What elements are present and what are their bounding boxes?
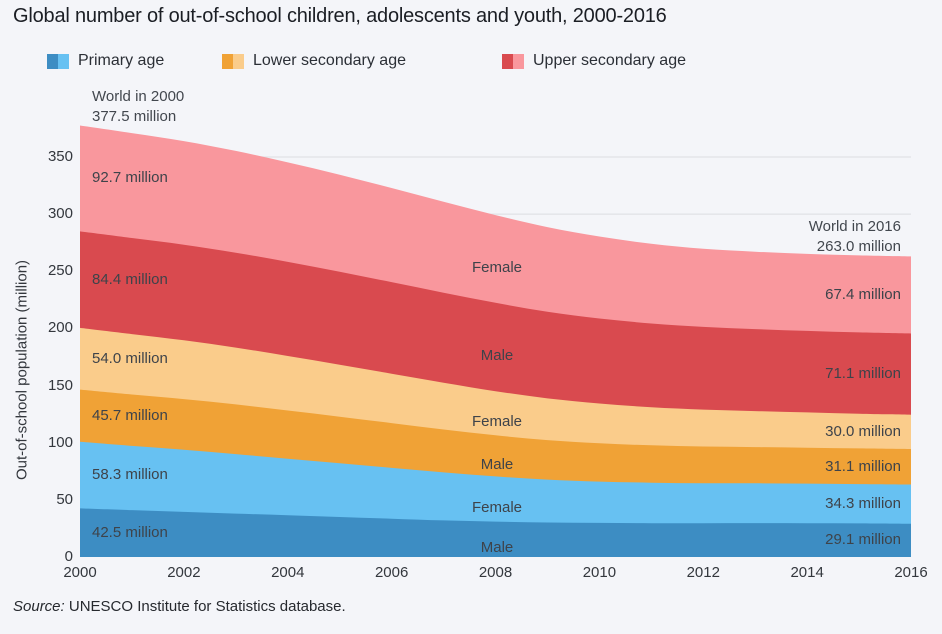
area-primary-age-male <box>80 508 911 557</box>
annotation-world-2000-value: 377.5 million <box>92 108 177 125</box>
x-tick-2014: 2014 <box>790 564 824 581</box>
y-tick-50: 50 <box>56 490 73 508</box>
area-label-2016-lower-secondary-age-male: 31.1 million <box>825 457 901 475</box>
area-label-2016-upper-secondary-age-male: 71.1 million <box>825 365 901 383</box>
source-text: UNESCO Institute for Statistics database… <box>64 598 346 615</box>
y-axis-title: Out-of-school population (million) <box>13 259 31 481</box>
legend: Primary age Lower secondary age Upper seco… <box>0 52 942 72</box>
source-prefix: Source: <box>13 598 65 615</box>
y-tick-0: 0 <box>64 548 73 565</box>
x-tick-2008: 2008 <box>478 564 513 581</box>
legend-item-primary-age: Primary age <box>47 52 164 70</box>
area-label-2016-lower-secondary-age-female: 30.0 million <box>825 422 901 440</box>
legend-swatch-primary-age <box>47 53 69 69</box>
annotation-world-2016: World in 2016 263.0 million <box>809 217 901 257</box>
area-label-2016-primary-age-female: 34.3 million <box>825 495 901 513</box>
legend-label-upper-secondary-age: Upper secondary age <box>533 52 686 69</box>
chart-title: Global number of out-of-school children,… <box>13 5 667 27</box>
gender-label-upper-secondary-age-female: Female <box>471 258 523 276</box>
y-tick-100: 100 <box>47 433 73 451</box>
area-label-2000-lower-secondary-age-male: 45.7 million <box>92 406 168 424</box>
x-tick-2012: 2012 <box>686 564 720 581</box>
x-tick-2016: 2016 <box>894 564 928 581</box>
x-tick-2000: 2000 <box>63 564 97 581</box>
gender-label-primary-age-male: Male <box>480 539 514 557</box>
annotation-world-2000-line1: World in 2000 <box>92 88 185 105</box>
area-label-2000-lower-secondary-age-female: 54.0 million <box>92 349 168 367</box>
area-label-2016-upper-secondary-age-female: 67.4 million <box>825 285 901 303</box>
x-tick-2004: 2004 <box>271 564 305 581</box>
gender-label-upper-secondary-age-male: Male <box>480 347 514 364</box>
area-label-2000-upper-secondary-age-male: 84.4 million <box>92 270 168 288</box>
area-label-2000-primary-age-female: 58.3 million <box>92 466 168 484</box>
y-tick-200: 200 <box>47 319 73 337</box>
area-label-2016-primary-age-male: 29.1 million <box>825 531 901 549</box>
source-note: Source: UNESCO Institute for Statistics … <box>13 598 346 615</box>
x-tick-2006: 2006 <box>374 564 409 581</box>
y-tick-250: 250 <box>47 262 73 280</box>
legend-item-upper-secondary-age: Upper secondary age <box>502 52 686 70</box>
y-tick-300: 300 <box>47 205 73 223</box>
legend-swatch-upper-secondary-age <box>502 53 524 69</box>
x-tick-2010: 2010 <box>582 564 617 581</box>
legend-label-primary-age: Primary age <box>78 52 165 69</box>
gender-label-primary-age-female: Female <box>471 499 523 516</box>
gender-label-lower-secondary-age-female: Female <box>471 413 523 431</box>
area-label-2000-upper-secondary-age-female: 92.7 million <box>92 169 168 187</box>
gender-label-lower-secondary-age-male: Male <box>480 455 514 473</box>
annotation-world-2016-line1: World in 2016 <box>808 218 901 235</box>
y-tick-350: 350 <box>47 148 73 165</box>
annotation-world-2016-value: 263.0 million <box>816 238 901 255</box>
y-tick-150: 150 <box>47 376 73 394</box>
annotation-world-2000: World in 2000 377.5 million <box>92 87 184 127</box>
legend-swatch-lower-secondary-age <box>222 53 244 69</box>
legend-label-lower-secondary-age: Lower secondary age <box>253 52 406 69</box>
area-label-2000-primary-age-male: 42.5 million <box>92 523 168 541</box>
x-tick-2002: 2002 <box>167 564 201 581</box>
legend-item-lower-secondary-age: Lower secondary age <box>222 52 406 70</box>
